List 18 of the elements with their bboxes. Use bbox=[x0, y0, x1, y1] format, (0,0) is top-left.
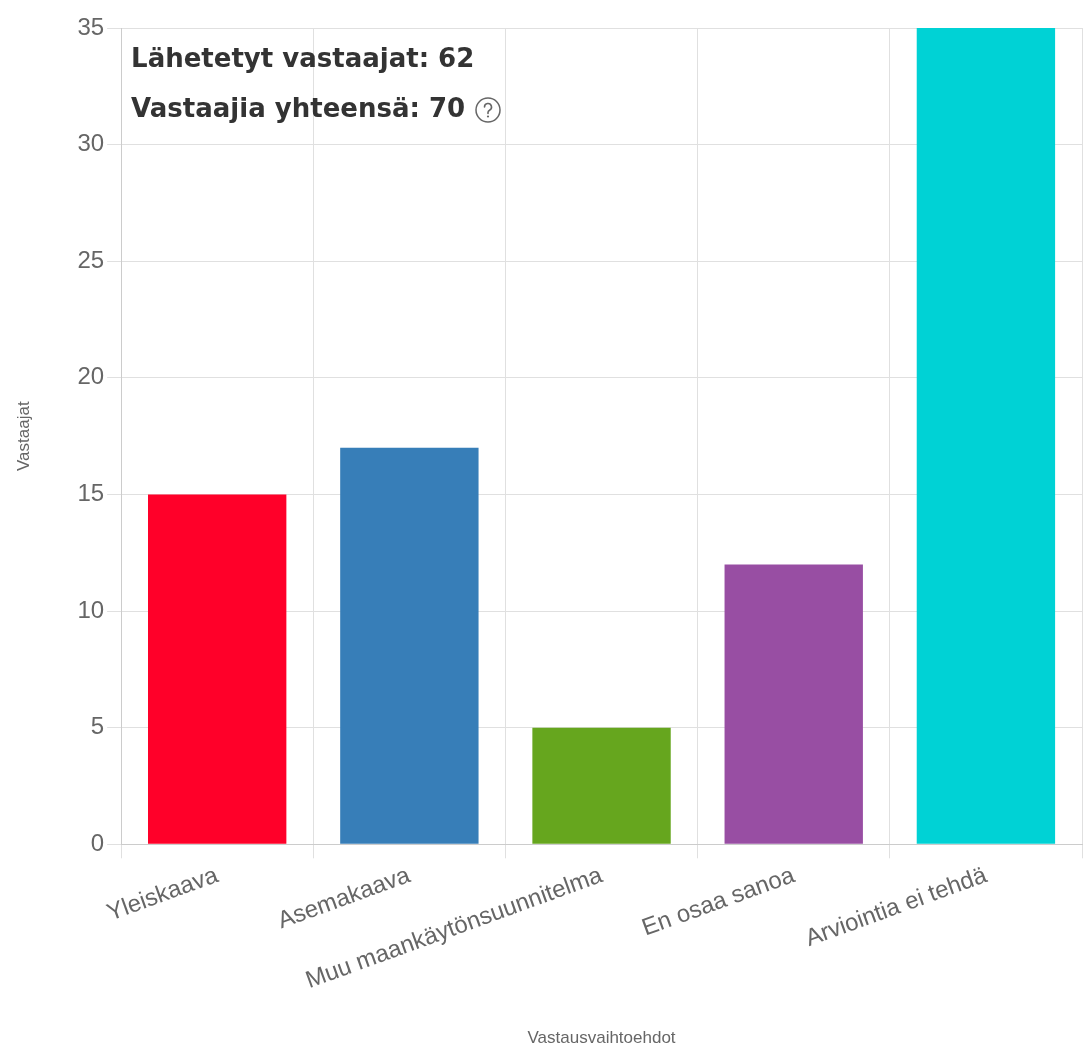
bar bbox=[532, 727, 671, 844]
bar bbox=[148, 494, 287, 844]
annotation: Lähetetyt vastaajat: 62 bbox=[131, 42, 475, 73]
annotation: Vastaajia yhteensä: 70 bbox=[131, 92, 466, 123]
y-tick-label: 30 bbox=[77, 129, 105, 157]
bar bbox=[340, 447, 479, 844]
y-tick-label: 0 bbox=[90, 828, 105, 856]
y-tick-label: 10 bbox=[77, 595, 105, 623]
y-tick-label: 15 bbox=[77, 479, 105, 507]
x-axis-title: Vastausvaihtoehdot bbox=[527, 1028, 676, 1048]
y-tick-label: 25 bbox=[77, 245, 105, 273]
y-axis-title: Vastaajat bbox=[13, 401, 33, 471]
bar bbox=[916, 28, 1056, 844]
y-tick-label: 35 bbox=[77, 12, 105, 40]
bar bbox=[724, 564, 863, 844]
y-tick-label: 20 bbox=[77, 362, 105, 390]
y-tick-label: 5 bbox=[90, 712, 105, 740]
x-tick-label: En osaa sanoa bbox=[638, 860, 799, 941]
